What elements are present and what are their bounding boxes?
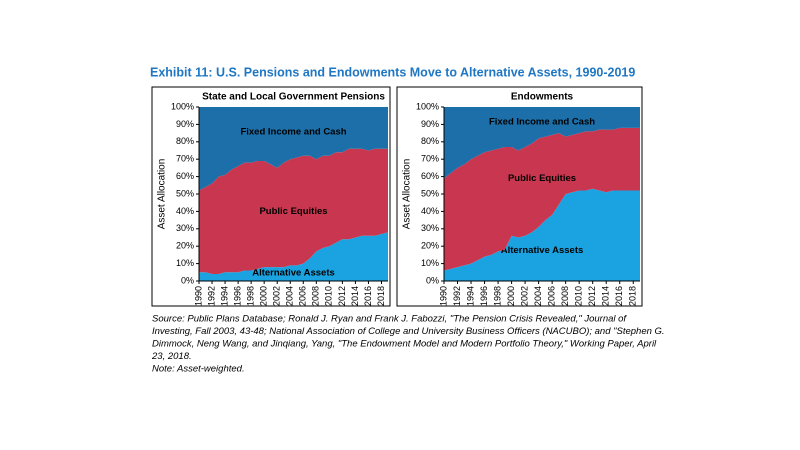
x-tick-label: 2018: [628, 286, 638, 306]
y-tick-label: 40%: [421, 206, 439, 216]
x-tick-label: 2006: [298, 286, 308, 306]
series-label: Public Equities: [259, 206, 327, 217]
y-tick-label: 20%: [176, 241, 194, 251]
y-axis-label: Asset Allocation: [157, 159, 168, 230]
y-tick-label: 40%: [176, 206, 194, 216]
y-tick-label: 20%: [421, 241, 439, 251]
x-tick-label: 2016: [614, 286, 624, 306]
area: [199, 107, 388, 191]
y-tick-label: 80%: [176, 136, 194, 146]
x-tick-label: 2000: [506, 286, 516, 306]
x-tick-label: 2012: [337, 286, 347, 306]
x-tick-label: 2002: [519, 286, 529, 306]
source-note: Investing, Fall 2003, 43-48; National As…: [152, 326, 665, 337]
area: [444, 188, 640, 281]
y-tick-label: 60%: [421, 171, 439, 181]
series-label: Fixed Income and Cash: [489, 116, 595, 127]
y-tick-label: 50%: [176, 188, 194, 198]
x-tick-label: 2012: [587, 286, 597, 306]
y-tick-label: 100%: [171, 101, 194, 111]
chart-title: Exhibit 11: U.S. Pensions and Endowments…: [150, 65, 635, 79]
y-tick-label: 10%: [176, 258, 194, 268]
panel-frame: [396, 86, 643, 307]
x-tick-label: 2008: [560, 286, 570, 306]
y-tick-label: 90%: [176, 119, 194, 129]
panel: State and Local Government Pensions Asset…: [151, 86, 391, 307]
x-tick-label: 2000: [259, 286, 269, 306]
source-note: Dimmock, Neng Wang, and Jinqiang, Yang, …: [152, 339, 657, 350]
source-note: Source: Public Plans Database; Ronald J.…: [152, 314, 627, 325]
x-tick-label: 2010: [324, 286, 334, 306]
x-tick-label: 1990: [193, 286, 203, 306]
y-tick-label: 70%: [421, 154, 439, 164]
panel-title: State and Local Government Pensions: [202, 92, 385, 103]
area: [199, 232, 388, 281]
x-tick-label: 2002: [272, 286, 282, 306]
x-tick-label: 2018: [376, 286, 386, 306]
y-tick-label: 70%: [176, 154, 194, 164]
y-tick-label: 80%: [421, 136, 439, 146]
y-tick-label: 10%: [421, 258, 439, 268]
y-tick-label: 50%: [421, 188, 439, 198]
area: [444, 107, 640, 179]
x-tick-label: 2004: [285, 286, 295, 306]
x-tick-label: 2004: [533, 286, 543, 306]
y-tick-label: 0%: [181, 275, 194, 285]
y-tick-label: 60%: [176, 171, 194, 181]
y-tick-label: 0%: [426, 275, 439, 285]
x-tick-label: 1994: [219, 286, 229, 306]
y-tick-label: 90%: [421, 119, 439, 129]
area: [444, 127, 640, 271]
panel: Endowments Asset Allocation Alternative As…: [396, 86, 643, 307]
source-note: 23, 2018.: [151, 351, 192, 362]
x-tick-label: 1992: [452, 286, 462, 306]
x-tick-label: 1996: [479, 286, 489, 306]
x-tick-label: 1994: [465, 286, 475, 306]
series-label: Fixed Income and Cash: [240, 127, 346, 138]
x-tick-label: 2008: [311, 286, 321, 306]
y-tick-label: 30%: [176, 223, 194, 233]
x-tick-label: 1990: [438, 286, 448, 306]
x-tick-label: 1992: [206, 286, 216, 306]
source-note: Note: Asset-weighted.: [152, 364, 245, 375]
x-tick-label: 1998: [492, 286, 502, 306]
area: [199, 148, 388, 275]
y-tick-label: 100%: [416, 101, 439, 111]
x-tick-label: 2016: [363, 286, 373, 306]
panel-title: Endowments: [511, 92, 574, 103]
y-axis-label: Asset Allocation: [402, 159, 413, 230]
x-tick-label: 2014: [350, 286, 360, 306]
panel-frame: [151, 86, 391, 307]
x-tick-label: 2014: [601, 286, 611, 306]
series-label: Alternative Assets: [501, 245, 584, 256]
series-label: Public Equities: [508, 173, 576, 184]
x-tick-label: 1996: [232, 286, 242, 306]
y-tick-label: 30%: [421, 223, 439, 233]
series-label: Alternative Assets: [252, 268, 335, 279]
x-tick-label: 2006: [547, 286, 557, 306]
x-tick-label: 2010: [574, 286, 584, 306]
x-tick-label: 1998: [246, 286, 256, 306]
